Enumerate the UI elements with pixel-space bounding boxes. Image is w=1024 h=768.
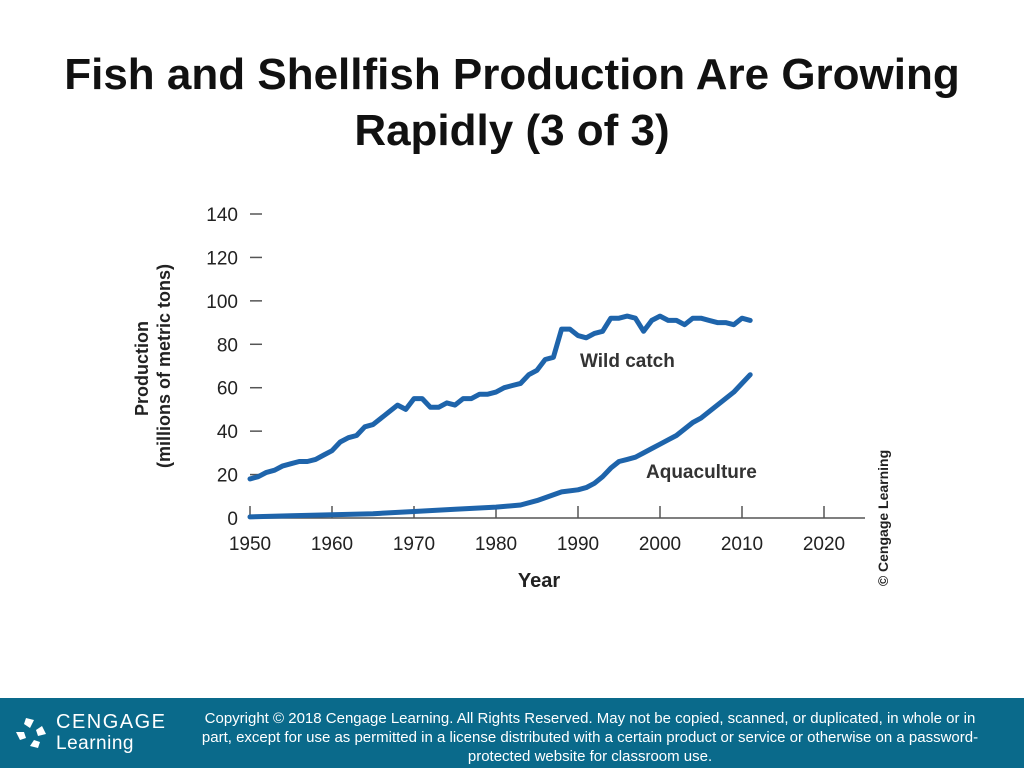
y-axis-label-line1: Production	[132, 321, 152, 416]
cengage-pinwheel-icon	[16, 718, 46, 748]
y-axis-label: Production (millions of metric tons)	[132, 264, 174, 468]
x-axis-label: Year	[518, 570, 560, 592]
y-tick-label: 60	[217, 379, 238, 400]
chart-series	[247, 313, 753, 520]
logo-word-learning: Learning	[56, 733, 134, 754]
series-line-wild-catch	[247, 313, 753, 482]
copyright-notice: Copyright © 2018 Cengage Learning. All R…	[201, 710, 979, 765]
slide-title-line1: Fish and Shellfish Production Are Growin…	[64, 50, 960, 100]
slide-title: Fish and Shellfish Production Are Growin…	[0, 47, 1024, 159]
series-line-aquaculture	[247, 372, 753, 520]
x-tick-label: 1970	[393, 534, 435, 555]
x-tick-label: 2000	[639, 534, 681, 555]
y-tick-label: 140	[206, 205, 238, 226]
x-tick-label: 1980	[475, 534, 517, 555]
cengage-logo: CENGAGE Learning	[12, 710, 182, 758]
x-tick-label: 2020	[803, 534, 845, 555]
series-label-wild-catch: Wild catch	[580, 351, 675, 372]
copyright-watermark: © Cengage Learning	[875, 450, 891, 586]
x-tick-label: 1990	[557, 534, 599, 555]
y-tick-label: 40	[217, 422, 238, 443]
y-tick-label: 100	[206, 292, 238, 313]
footer-bar: CENGAGE Learning Copyright © 2018 Cengag…	[0, 698, 1024, 768]
x-tick-label: 1950	[229, 534, 271, 555]
production-line-chart: 0 20 40 60 80 100 120 140 1950 1960 1970 1980 1990 20…	[132, 205, 891, 592]
y-tick-label: 20	[217, 466, 238, 487]
y-tick-label: 120	[206, 248, 238, 269]
chart-ticks: 0 20 40 60 80 100 120 140 1950 1960 1970 1980 1990 20…	[206, 205, 845, 555]
y-tick-label: 80	[217, 335, 238, 356]
logo-word-cengage: CENGAGE	[56, 711, 167, 733]
x-tick-label: 1960	[311, 534, 353, 555]
x-tick-label: 2010	[721, 534, 763, 555]
slide-title-line2: Rapidly (3 of 3)	[354, 106, 670, 156]
series-label-aquaculture: Aquaculture	[646, 462, 757, 483]
y-axis-label-line2: (millions of metric tons)	[154, 264, 174, 468]
y-tick-label: 0	[227, 509, 238, 530]
